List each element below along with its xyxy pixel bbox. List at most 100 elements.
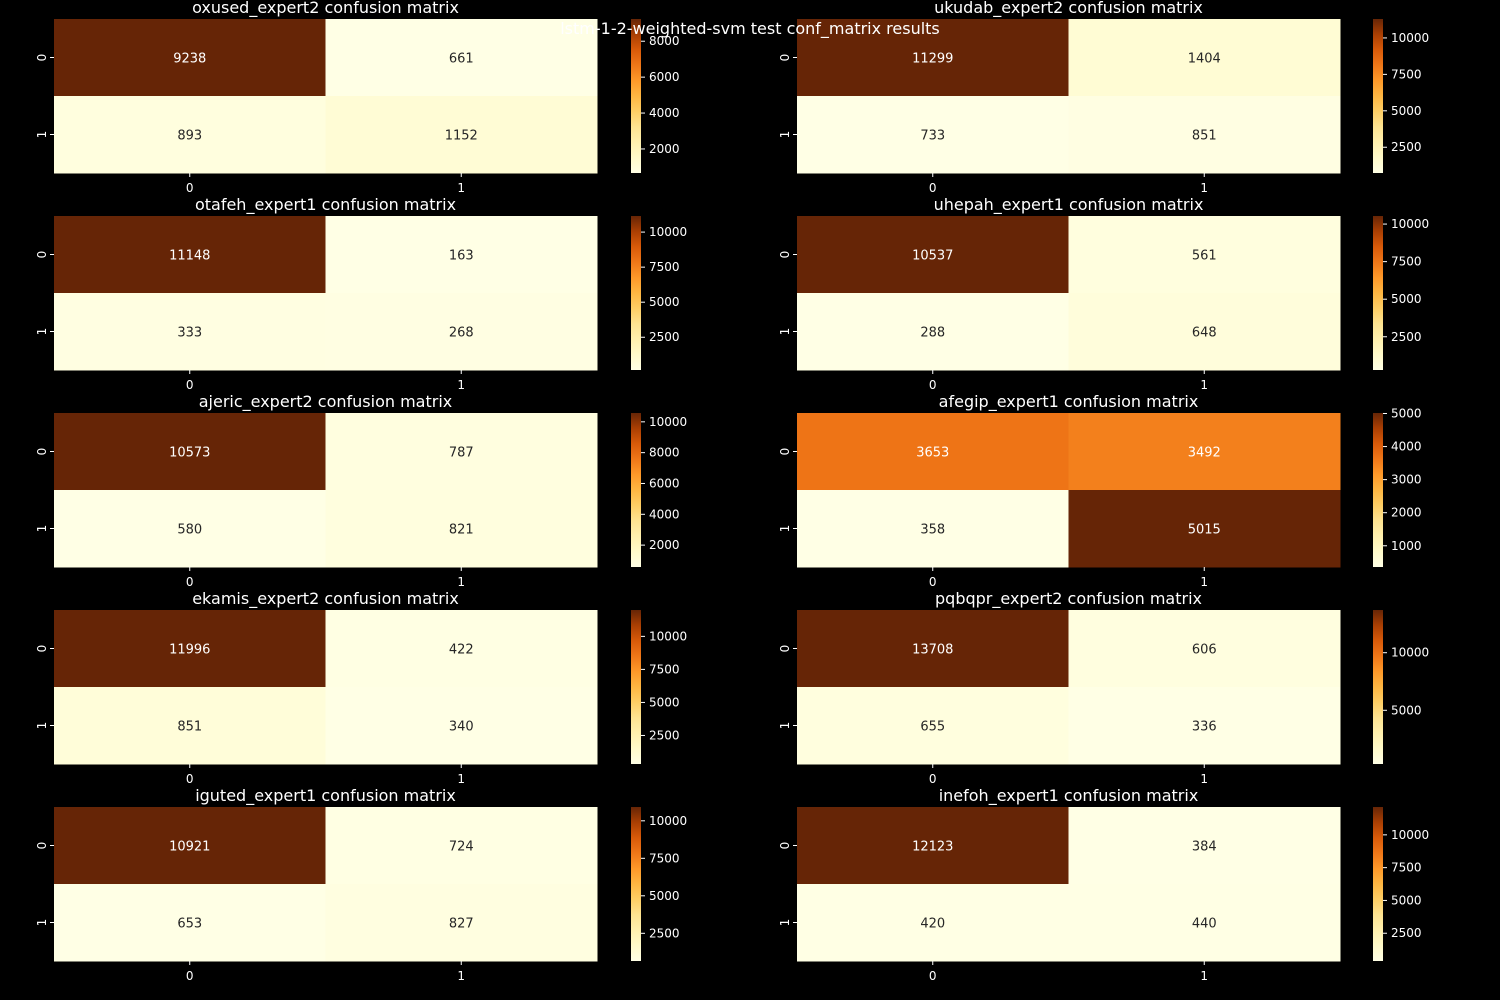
cell-value-label: 851: [1192, 129, 1217, 144]
y-tick-label: 1: [778, 328, 792, 336]
colorbar-tick-label: 5000: [649, 295, 680, 309]
heatmap-cell: [325, 807, 598, 885]
cell-value-label: 358: [920, 523, 945, 538]
colorbar-tick-label: 8000: [649, 34, 680, 48]
cell-value-label: 787: [449, 446, 474, 461]
cell-value-label: 422: [449, 643, 474, 658]
colorbar-tick-label: 10000: [649, 814, 687, 828]
heatmap-cell: [325, 216, 598, 294]
cell-value-label: 10573: [169, 446, 210, 461]
cell-value-label: 648: [1192, 326, 1217, 341]
colorbar-tick-label: 4000: [649, 106, 680, 120]
x-tick-label: 0: [929, 181, 937, 195]
heatmap-cell: [54, 216, 326, 294]
confusion-matrix-panel: ajeric_expert2 confusion matrix 10573 787 5…: [35, 392, 687, 589]
cell-value-label: 9238: [173, 52, 206, 67]
colorbar: [1373, 216, 1383, 370]
x-tick-label: 0: [929, 378, 937, 392]
colorbar: [631, 807, 641, 961]
x-tick-label: 1: [1200, 575, 1208, 589]
colorbar-tick-label: 2500: [1391, 926, 1422, 940]
figure-title: lstm-1-2-weighted-svm test conf_matrix r…: [560, 19, 940, 39]
colorbar-tick-label: 7500: [649, 851, 680, 865]
heatmap-cell: [325, 19, 598, 97]
cell-value-label: 851: [177, 720, 202, 735]
heatmap-cell: [1068, 807, 1341, 885]
y-tick-label: 0: [35, 251, 49, 259]
heatmap-cell: [1068, 610, 1341, 688]
cell-value-label: 1152: [445, 129, 478, 144]
y-tick-label: 0: [778, 251, 792, 259]
heatmap-cell: [54, 610, 326, 688]
colorbar-tick-label: 5000: [1391, 292, 1422, 306]
cell-value-label: 655: [920, 720, 945, 735]
confusion-matrix-panel: ekamis_expert2 confusion matrix 11996 422 8…: [35, 589, 687, 786]
colorbar-tick-label: 2500: [649, 728, 680, 742]
cell-value-label: 10921: [169, 840, 210, 855]
x-tick-label: 1: [457, 378, 465, 392]
x-tick-label: 0: [186, 181, 194, 195]
cell-value-label: 821: [449, 523, 474, 538]
y-tick-label: 1: [35, 131, 49, 139]
colorbar-tick-label: 4000: [649, 507, 680, 521]
heatmap-cell: [797, 807, 1069, 885]
colorbar-tick-label: 2500: [1391, 140, 1422, 154]
colorbar-tick-label: 4000: [1391, 440, 1422, 454]
colorbar-tick-label: 2500: [649, 330, 680, 344]
colorbar-tick-label: 7500: [1391, 861, 1422, 875]
heatmap-cell: [797, 490, 1069, 568]
colorbar: [1373, 610, 1383, 764]
panel-title: otafeh_expert1 confusion matrix: [195, 195, 456, 215]
heatmap-cell: [797, 610, 1069, 688]
colorbar-tick-label: 10000: [1391, 217, 1429, 231]
cell-value-label: 561: [1192, 249, 1217, 264]
y-tick-label: 1: [778, 722, 792, 730]
y-tick-label: 0: [35, 448, 49, 456]
y-tick-label: 0: [35, 645, 49, 653]
x-tick-label: 0: [186, 772, 194, 786]
heatmap-cell: [325, 687, 598, 765]
colorbar-tick-label: 6000: [649, 476, 680, 490]
cell-value-label: 11299: [912, 52, 953, 67]
x-tick-label: 0: [186, 575, 194, 589]
colorbar-tick-label: 2000: [1391, 506, 1422, 520]
cell-value-label: 724: [449, 840, 474, 855]
y-tick-label: 0: [778, 448, 792, 456]
colorbar: [1373, 19, 1383, 173]
cell-value-label: 268: [449, 326, 474, 341]
heatmap-cell: [54, 19, 326, 97]
heatmap-cell: [1068, 96, 1341, 174]
colorbar-tick-label: 3000: [1391, 473, 1422, 487]
heatmap-cell: [797, 19, 1069, 97]
colorbar-tick-label: 2000: [649, 142, 680, 156]
y-tick-label: 0: [778, 54, 792, 62]
cell-value-label: 13708: [912, 643, 953, 658]
confusion-matrix-panel: uhepah_expert1 confusion matrix 10537 561 2…: [778, 195, 1429, 392]
colorbar: [631, 413, 641, 567]
cell-value-label: 336: [1192, 720, 1217, 735]
heatmap-cell: [54, 96, 326, 174]
panels: oxused_expert2 confusion matrix 9238 661 89…: [35, 0, 1429, 983]
x-tick-label: 0: [186, 969, 194, 983]
x-tick-label: 0: [929, 772, 937, 786]
colorbar-tick-label: 5000: [1391, 406, 1422, 420]
cell-value-label: 733: [920, 129, 945, 144]
heatmap-cell: [325, 293, 598, 371]
x-tick-label: 1: [1200, 181, 1208, 195]
confusion-matrix-panel: oxused_expert2 confusion matrix 9238 661 89…: [35, 0, 680, 195]
heatmap-cell: [325, 490, 598, 568]
heatmap-cell: [54, 884, 326, 962]
colorbar-tick-label: 10000: [649, 225, 687, 239]
heatmap-cell: [1068, 490, 1341, 568]
heatmap-cell: [797, 293, 1069, 371]
confusion-matrix-panel: inefoh_expert1 confusion matrix 12123 384 4…: [778, 786, 1429, 983]
colorbar-tick-label: 5000: [1391, 703, 1422, 717]
cell-value-label: 653: [177, 917, 202, 932]
x-tick-label: 1: [457, 969, 465, 983]
heatmap-cell: [1068, 19, 1341, 97]
y-tick-label: 1: [778, 919, 792, 927]
panel-title: ukudab_expert2 confusion matrix: [934, 0, 1203, 18]
cell-value-label: 420: [920, 917, 945, 932]
heatmap-cell: [54, 293, 326, 371]
